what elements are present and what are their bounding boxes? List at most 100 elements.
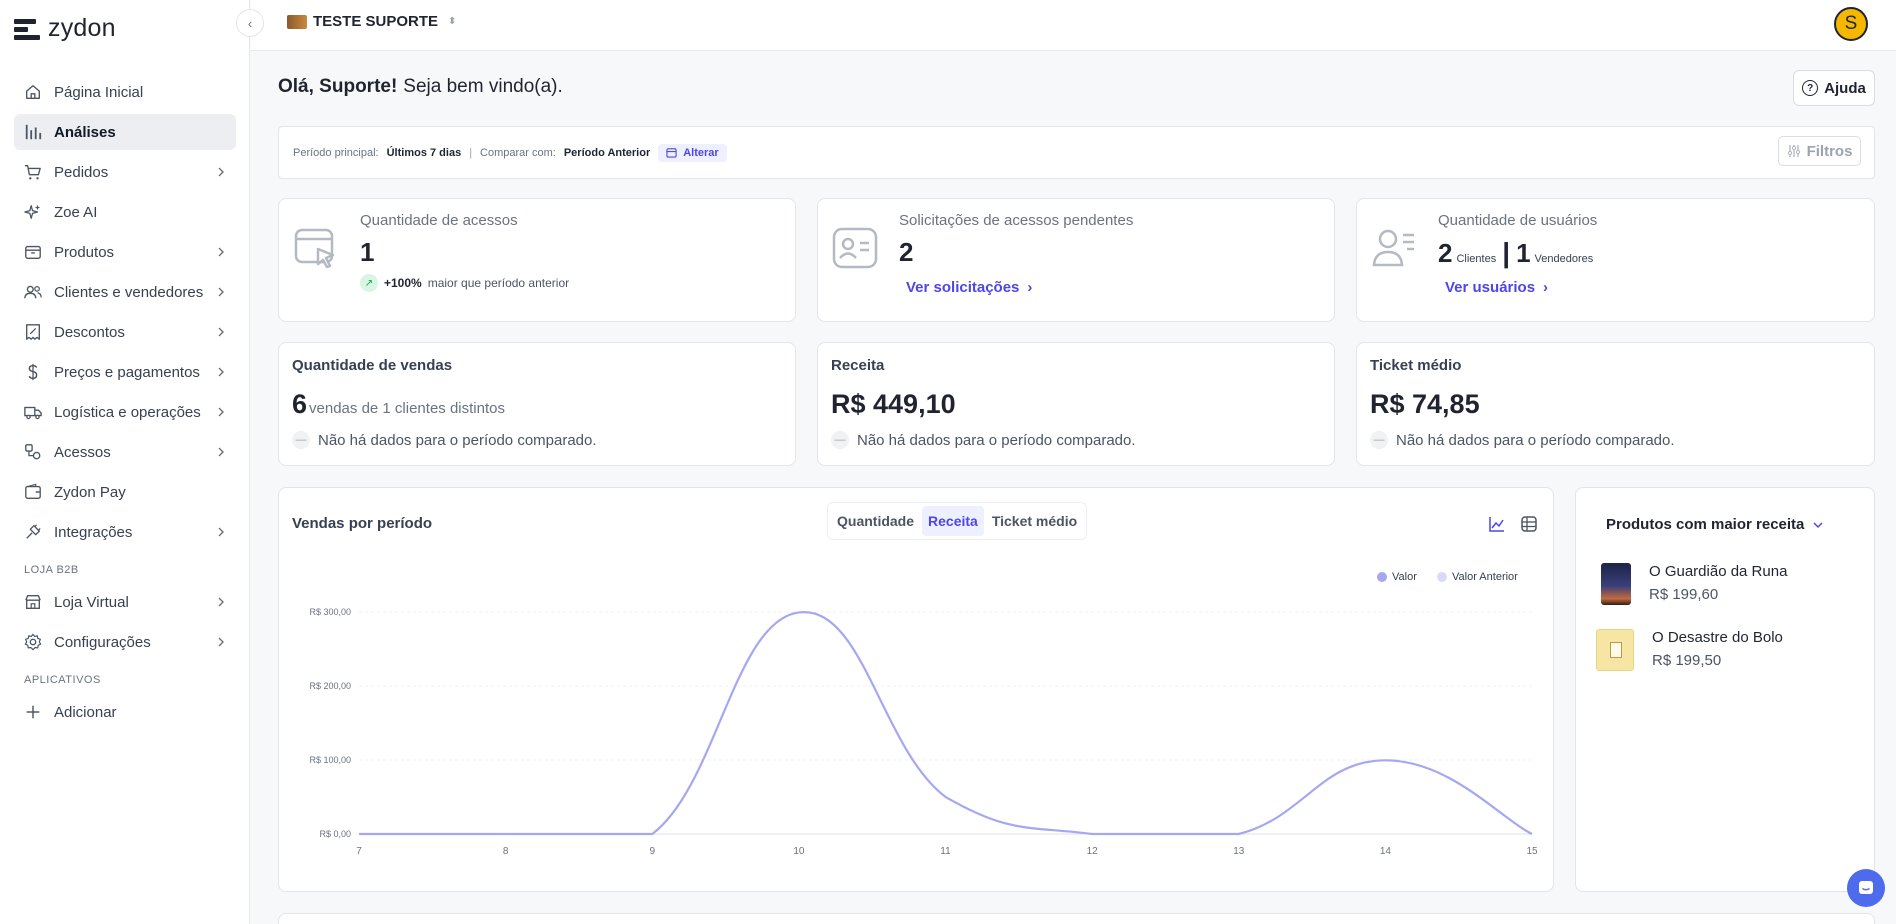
sidebar-item-produtos[interactable]: Produtos bbox=[14, 234, 236, 270]
sellers-count: 1 bbox=[1516, 238, 1531, 268]
sales-sub: vendas de 1 clientes distintos bbox=[309, 400, 505, 417]
sidebar-item-adicionar[interactable]: Adicionar bbox=[14, 694, 236, 730]
legend-valor-anterior-label: Valor Anterior bbox=[1452, 571, 1518, 583]
clients-count: 2 bbox=[1438, 238, 1453, 268]
tab-receita[interactable]: Receita bbox=[922, 506, 984, 536]
accesses-title: Quantidade de acessos bbox=[360, 212, 518, 229]
help-button[interactable]: ? Ajuda bbox=[1793, 70, 1875, 106]
see-users-link[interactable]: Ver usuários › bbox=[1445, 279, 1548, 296]
ticket-title: Ticket médio bbox=[1370, 357, 1462, 374]
collapse-sidebar-button[interactable]: ‹ bbox=[236, 9, 264, 37]
truck-icon bbox=[24, 406, 42, 420]
x-tick-label: 13 bbox=[1233, 846, 1245, 857]
sidebar-item-label: Logística e operações bbox=[54, 403, 201, 421]
sales-value: 6 bbox=[292, 389, 308, 419]
legend-valor-label: Valor bbox=[1392, 571, 1417, 583]
y-tick-label: R$ 300,00 bbox=[309, 607, 351, 617]
help-circle-icon: ? bbox=[1802, 80, 1819, 96]
sidebar-item-label: Análises bbox=[54, 123, 116, 141]
ticket-value: R$ 74,85 bbox=[1370, 389, 1480, 419]
sidebar-item-zydon-pay[interactable]: Zydon Pay bbox=[14, 474, 236, 510]
sidebar-item-label: Adicionar bbox=[54, 703, 117, 721]
accesses-trend-text: maior que período anterior bbox=[427, 276, 570, 290]
sidebar-item-clientes-e-vendedores[interactable]: Clientes e vendedores bbox=[14, 274, 236, 310]
product-thumbnail bbox=[1596, 629, 1634, 671]
product-info: O Desastre do Bolo R$ 199,50 bbox=[1652, 629, 1783, 669]
legend-valor-anterior[interactable]: Valor Anterior bbox=[1437, 571, 1518, 583]
sidebar-item-acessos[interactable]: Acessos bbox=[14, 434, 236, 470]
table-view-icon[interactable] bbox=[1520, 515, 1538, 533]
x-tick-label: 12 bbox=[1087, 846, 1099, 857]
change-period-button[interactable]: Alterar bbox=[658, 143, 727, 162]
discount-icon bbox=[26, 324, 40, 340]
product-info: O Guardião da Runa R$ 199,60 bbox=[1649, 563, 1787, 603]
sidebar-item-logistica-e-operacoes[interactable]: Logística e operações bbox=[14, 394, 236, 430]
sidebar: zydon Página Inicial Análises Pedidos Zoe A… bbox=[0, 0, 250, 924]
revenue-title: Receita bbox=[831, 357, 885, 374]
sidebar-item-label: Página Inicial bbox=[54, 83, 144, 101]
sidebar-item-integracoes[interactable]: Integrações bbox=[14, 514, 236, 550]
sidebar-item-label: Produtos bbox=[54, 243, 115, 261]
compare-label: Comparar com: bbox=[480, 146, 556, 159]
brand-logo[interactable]: zydon bbox=[14, 14, 116, 43]
sidebar-item-analises[interactable]: Análises bbox=[14, 114, 236, 150]
x-tick-label: 9 bbox=[649, 846, 655, 857]
sidebar-item-configuracoes[interactable]: Configurações bbox=[14, 624, 236, 660]
y-tick-label: R$ 200,00 bbox=[309, 681, 351, 691]
tab-quantidade[interactable]: Quantidade bbox=[837, 513, 915, 529]
sidebar-item-precos-e-pagamentos[interactable]: Preços e pagamentos bbox=[14, 354, 236, 390]
sidebar-item-label: Configurações bbox=[54, 633, 151, 651]
filter-separator: | bbox=[469, 146, 473, 159]
store-badge-icon bbox=[287, 14, 307, 29]
sidebar-item-pedidos[interactable]: Pedidos bbox=[14, 154, 236, 190]
top-products-dropdown[interactable]: Produtos com maior receita bbox=[1606, 516, 1824, 533]
store-selector[interactable]: TESTE SUPORTE ⬍ bbox=[287, 13, 456, 30]
trend-up-icon: ↗ bbox=[360, 274, 378, 292]
filters-button[interactable]: Filtros bbox=[1778, 136, 1861, 166]
zydon-logo-icon bbox=[14, 16, 40, 42]
chevron-right-icon bbox=[218, 407, 224, 417]
sidebar-item-zoe-ai[interactable]: Zoe AI bbox=[14, 194, 236, 230]
chevron-left-icon: ‹ bbox=[247, 15, 253, 31]
greeting-rest: Seja bem vindo(a). bbox=[403, 76, 563, 97]
home-icon bbox=[26, 85, 40, 99]
legend-swatch-valor-anterior bbox=[1437, 572, 1447, 582]
cart-icon bbox=[24, 165, 41, 180]
users-title: Quantidade de usuários bbox=[1438, 212, 1598, 229]
see-requests-label: Ver solicitações bbox=[906, 279, 1020, 296]
see-users-label: Ver usuários bbox=[1445, 279, 1536, 296]
see-requests-link[interactable]: Ver solicitações › bbox=[906, 279, 1032, 296]
sidebar-item-pagina-inicial[interactable]: Página Inicial bbox=[14, 74, 236, 110]
sidebar-section-label: APLICATIVOS bbox=[24, 674, 101, 686]
product-item[interactable]: O Desastre do Bolo R$ 199,50 bbox=[1596, 629, 1783, 671]
sales-value-row: 6 vendas de 1 clientes distintos bbox=[292, 389, 505, 420]
line-chart-view-icon[interactable] bbox=[1488, 515, 1506, 533]
product-name: O Desastre do Bolo bbox=[1652, 629, 1783, 646]
sales-chart-title: Vendas por período bbox=[292, 515, 433, 532]
sales-count-card: Quantidade de vendas 6 vendas de 1 client… bbox=[278, 342, 796, 466]
sparkles-icon bbox=[24, 204, 41, 219]
support-chat-button[interactable] bbox=[1847, 869, 1885, 907]
tab-ticket-medio[interactable]: Ticket médio bbox=[991, 513, 1078, 529]
sidebar-item-loja-virtual[interactable]: Loja Virtual bbox=[14, 584, 236, 620]
sidebar-item-descontos[interactable]: Descontos bbox=[14, 314, 236, 350]
gear-icon bbox=[24, 633, 42, 651]
legend-valor[interactable]: Valor bbox=[1377, 571, 1417, 583]
pending-requests-card: Solicitações de acessos pendentes 2 Ver … bbox=[817, 198, 1335, 322]
period-filter-bar: Período principal: Últimos 7 dias | Comp… bbox=[278, 126, 1875, 179]
accesses-value: 1 bbox=[360, 237, 375, 267]
pending-value: 2 bbox=[899, 237, 914, 267]
topbar: TESTE SUPORTE ⬍ S bbox=[251, 0, 1896, 51]
users-divider: | bbox=[1502, 237, 1511, 268]
sidebar-item-label: Pedidos bbox=[54, 163, 109, 181]
sidebar-section-label: LOJA B2B bbox=[24, 564, 79, 576]
sidebar-nav: Página Inicial Análises Pedidos Zoe AI Produ… bbox=[14, 74, 236, 734]
brand-name: zydon bbox=[48, 14, 116, 42]
sidebar-item-label: Integrações bbox=[54, 523, 133, 541]
chevron-right-icon: › bbox=[1027, 279, 1033, 296]
store-icon bbox=[25, 595, 41, 609]
product-item[interactable]: O Guardião da Runa R$ 199,60 bbox=[1596, 563, 1787, 605]
user-avatar[interactable]: S bbox=[1834, 7, 1868, 41]
main-period-value: Últimos 7 dias bbox=[386, 146, 462, 159]
ticket-note: — Não há dados para o período comparado. bbox=[1370, 431, 1675, 449]
